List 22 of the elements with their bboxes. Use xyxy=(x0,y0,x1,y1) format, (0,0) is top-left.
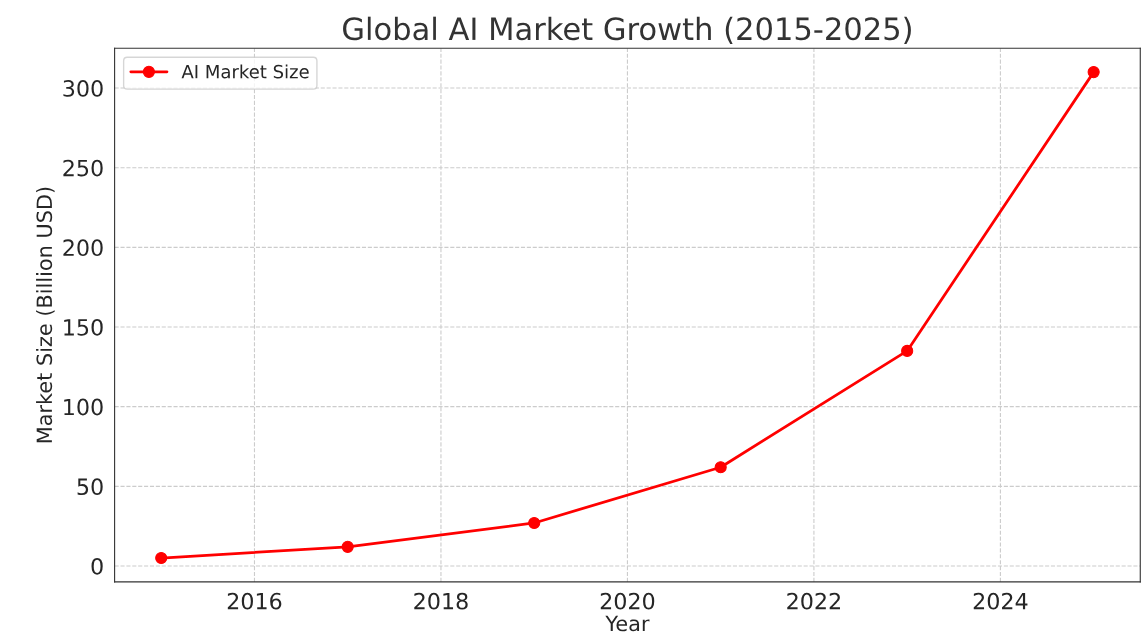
legend-label: AI Market Size xyxy=(181,64,309,79)
y-tick-label: 250 xyxy=(63,159,103,177)
x-axis-title: Year xyxy=(605,615,650,632)
point xyxy=(714,461,727,474)
x-tick-label: 2020 xyxy=(600,592,655,610)
x-tick-label: 2016 xyxy=(227,592,282,610)
y-tick-label: 50 xyxy=(77,478,103,496)
x-tick-label: 2022 xyxy=(787,592,840,610)
y-tick-label: 150 xyxy=(64,318,103,336)
point xyxy=(528,516,541,530)
y-tick-label: 100 xyxy=(64,398,103,416)
y-axis-title: Market Size (Billion USD) xyxy=(36,187,55,443)
x-tick-label: 2018 xyxy=(414,592,468,610)
y-tick-label: 0 xyxy=(91,557,103,575)
point xyxy=(901,344,914,357)
chart-title: Global AI Market Growth (2015-2025) xyxy=(343,16,911,44)
point xyxy=(1087,66,1100,79)
x-tick-label: 2024 xyxy=(973,592,1028,610)
point xyxy=(155,551,168,565)
y-tick-label: 200 xyxy=(63,239,103,257)
point xyxy=(341,540,354,553)
y-tick-label: 300 xyxy=(63,80,103,97)
